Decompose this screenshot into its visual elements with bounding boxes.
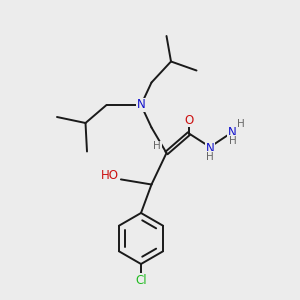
Text: N: N (136, 98, 146, 112)
Text: HO: HO (100, 169, 118, 182)
Text: H: H (153, 141, 161, 152)
Text: H: H (229, 136, 236, 146)
Text: H: H (206, 152, 214, 162)
Text: O: O (184, 113, 194, 127)
Text: Cl: Cl (135, 274, 147, 287)
Text: N: N (228, 126, 237, 139)
Text: N: N (206, 142, 214, 155)
Text: H: H (237, 118, 245, 129)
